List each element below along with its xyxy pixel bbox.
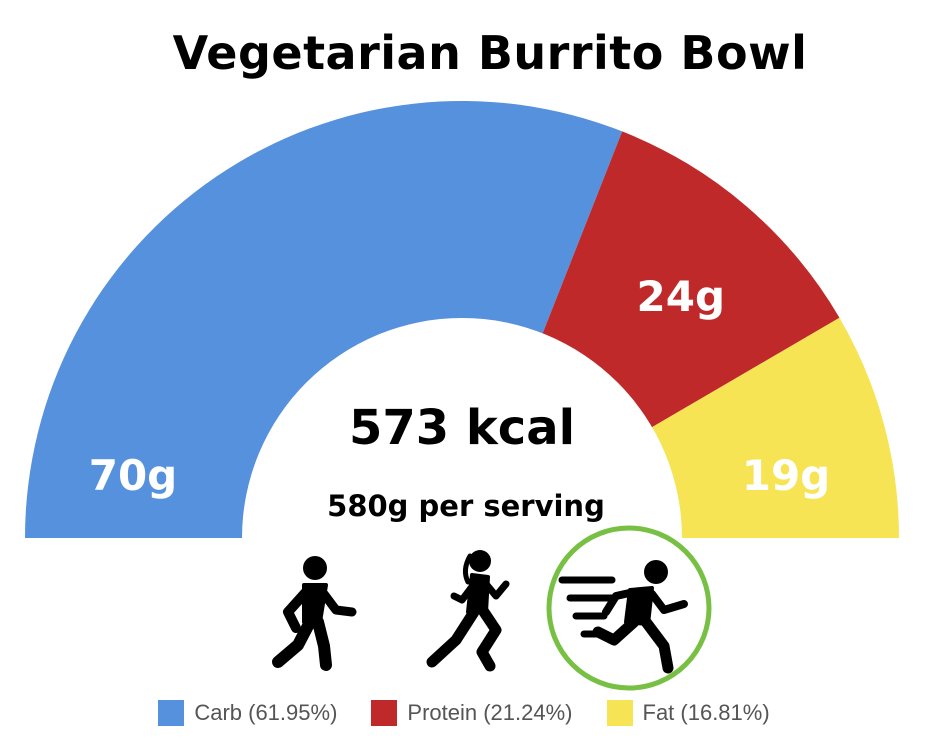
serving-size-label: 580g per serving <box>327 489 605 523</box>
legend-item-fat: Fat (16.81%) <box>606 700 770 726</box>
legend-swatch-protein <box>371 700 398 726</box>
legend-swatch-carb <box>158 700 185 726</box>
chart-legend: Carb (61.95%) Protein (21.24%) Fat (16.8… <box>0 700 928 726</box>
legend-item-carb: Carb (61.95%) <box>158 700 337 726</box>
walking-icon <box>272 556 357 671</box>
slice-label-carb: 70g <box>89 451 178 500</box>
slice-label-fat: 19g <box>742 451 831 500</box>
legend-label-carb: Carb (61.95%) <box>194 700 338 725</box>
legend-swatch-fat <box>606 700 633 726</box>
highlight-ring <box>546 525 712 691</box>
slice-label-protein: 24g <box>637 272 726 321</box>
macro-gauge: 70g 24g 19g 573 kcal 580g per serving <box>25 101 899 700</box>
running-icon <box>558 560 688 674</box>
legend-label-fat: Fat (16.81%) <box>642 700 770 725</box>
legend-label-protein: Protein (21.24%) <box>407 700 573 725</box>
jogging-icon <box>426 550 510 672</box>
chart-title: Vegetarian Burrito Bowl <box>172 26 808 80</box>
legend-item-protein: Protein (21.24%) <box>371 700 573 726</box>
calories-label: 573 kcal <box>349 400 575 456</box>
gauge-inner-hole <box>242 318 682 700</box>
